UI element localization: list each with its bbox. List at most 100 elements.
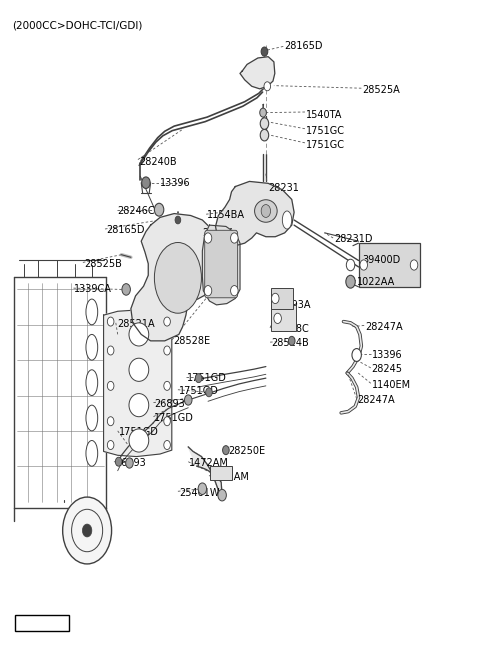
Text: 1751GD: 1751GD — [187, 373, 227, 383]
Text: 28525B: 28525B — [84, 258, 122, 269]
Bar — [271, 288, 293, 309]
Circle shape — [164, 317, 170, 326]
Circle shape — [360, 260, 368, 270]
Text: 25461W: 25461W — [179, 487, 219, 498]
Circle shape — [108, 381, 114, 390]
Ellipse shape — [129, 323, 149, 346]
Text: 1540TA: 1540TA — [306, 110, 342, 119]
Circle shape — [230, 285, 238, 296]
Polygon shape — [240, 56, 275, 89]
Text: 28521A: 28521A — [117, 319, 155, 329]
Circle shape — [164, 417, 170, 426]
Circle shape — [83, 524, 92, 537]
Text: 28246C: 28246C — [118, 206, 156, 216]
Circle shape — [122, 283, 131, 295]
Circle shape — [108, 346, 114, 355]
Text: (2000CC>DOHC-TCI/GDI): (2000CC>DOHC-TCI/GDI) — [12, 21, 142, 31]
Ellipse shape — [86, 441, 98, 466]
Text: 1751GC: 1751GC — [306, 140, 345, 150]
Circle shape — [272, 293, 279, 304]
Text: 28593A: 28593A — [273, 300, 311, 310]
Ellipse shape — [155, 243, 202, 313]
Text: 28231D: 28231D — [334, 234, 372, 244]
Ellipse shape — [129, 429, 149, 452]
Text: 28528E: 28528E — [173, 336, 210, 346]
Text: 1751GD: 1751GD — [179, 386, 219, 396]
FancyBboxPatch shape — [204, 230, 238, 298]
Text: 1339CA: 1339CA — [74, 285, 112, 295]
Text: 1751GD: 1751GD — [119, 427, 158, 437]
Circle shape — [184, 395, 192, 405]
Circle shape — [155, 203, 164, 216]
Circle shape — [346, 259, 355, 271]
Text: 1022AA: 1022AA — [357, 277, 395, 287]
Text: FR.: FR. — [29, 617, 50, 627]
Text: 26893: 26893 — [155, 399, 185, 409]
Circle shape — [108, 317, 114, 326]
Text: 28231: 28231 — [268, 183, 299, 193]
Polygon shape — [131, 214, 219, 341]
Text: 28524B: 28524B — [271, 338, 309, 348]
Text: 28165D: 28165D — [106, 225, 144, 236]
Text: 28528C: 28528C — [271, 324, 309, 335]
Text: 28247A: 28247A — [358, 395, 395, 405]
Circle shape — [261, 47, 268, 56]
Text: 28240B: 28240B — [139, 157, 177, 167]
Ellipse shape — [254, 199, 277, 222]
Text: 1751GD: 1751GD — [155, 413, 194, 423]
Text: 1154BA: 1154BA — [207, 211, 245, 220]
Bar — [210, 466, 232, 480]
Ellipse shape — [86, 370, 98, 396]
Circle shape — [410, 260, 418, 270]
Circle shape — [260, 118, 269, 129]
Circle shape — [261, 205, 271, 217]
Ellipse shape — [129, 358, 149, 381]
Text: 28250E: 28250E — [228, 447, 266, 457]
Circle shape — [204, 285, 212, 296]
Circle shape — [164, 441, 170, 449]
Circle shape — [142, 177, 150, 188]
Circle shape — [126, 458, 133, 468]
Polygon shape — [104, 310, 172, 457]
Text: 13396: 13396 — [160, 178, 191, 188]
Circle shape — [164, 346, 170, 355]
Ellipse shape — [86, 405, 98, 431]
Bar — [271, 306, 297, 331]
Text: 1751GC: 1751GC — [306, 126, 345, 136]
Text: 13396: 13396 — [372, 350, 402, 360]
Circle shape — [218, 489, 227, 501]
Text: 26893: 26893 — [115, 458, 145, 468]
Circle shape — [204, 233, 212, 243]
Circle shape — [288, 337, 295, 345]
Circle shape — [223, 445, 229, 455]
Circle shape — [230, 233, 238, 243]
Circle shape — [260, 108, 266, 117]
Circle shape — [260, 129, 269, 141]
Bar — [359, 243, 420, 287]
Ellipse shape — [129, 394, 149, 417]
Circle shape — [115, 457, 122, 466]
Circle shape — [205, 388, 212, 397]
Polygon shape — [216, 182, 294, 246]
Circle shape — [164, 381, 170, 390]
Text: 28247A: 28247A — [365, 321, 403, 332]
Circle shape — [352, 348, 361, 361]
Text: 39400D: 39400D — [362, 255, 400, 265]
Text: 28245: 28245 — [372, 364, 403, 374]
Circle shape — [264, 82, 271, 91]
Circle shape — [108, 417, 114, 426]
Circle shape — [63, 497, 111, 564]
Ellipse shape — [86, 299, 98, 325]
Polygon shape — [203, 225, 240, 305]
Circle shape — [175, 216, 181, 224]
Text: 28525A: 28525A — [362, 85, 400, 95]
Ellipse shape — [86, 335, 98, 360]
Circle shape — [108, 441, 114, 449]
Text: 1140EM: 1140EM — [372, 380, 411, 390]
Text: 28165D: 28165D — [285, 41, 323, 51]
Text: FR.: FR. — [29, 617, 50, 627]
Bar — [15, 615, 69, 632]
Circle shape — [274, 313, 281, 323]
Ellipse shape — [282, 211, 292, 229]
Text: 1472AM: 1472AM — [189, 458, 229, 468]
